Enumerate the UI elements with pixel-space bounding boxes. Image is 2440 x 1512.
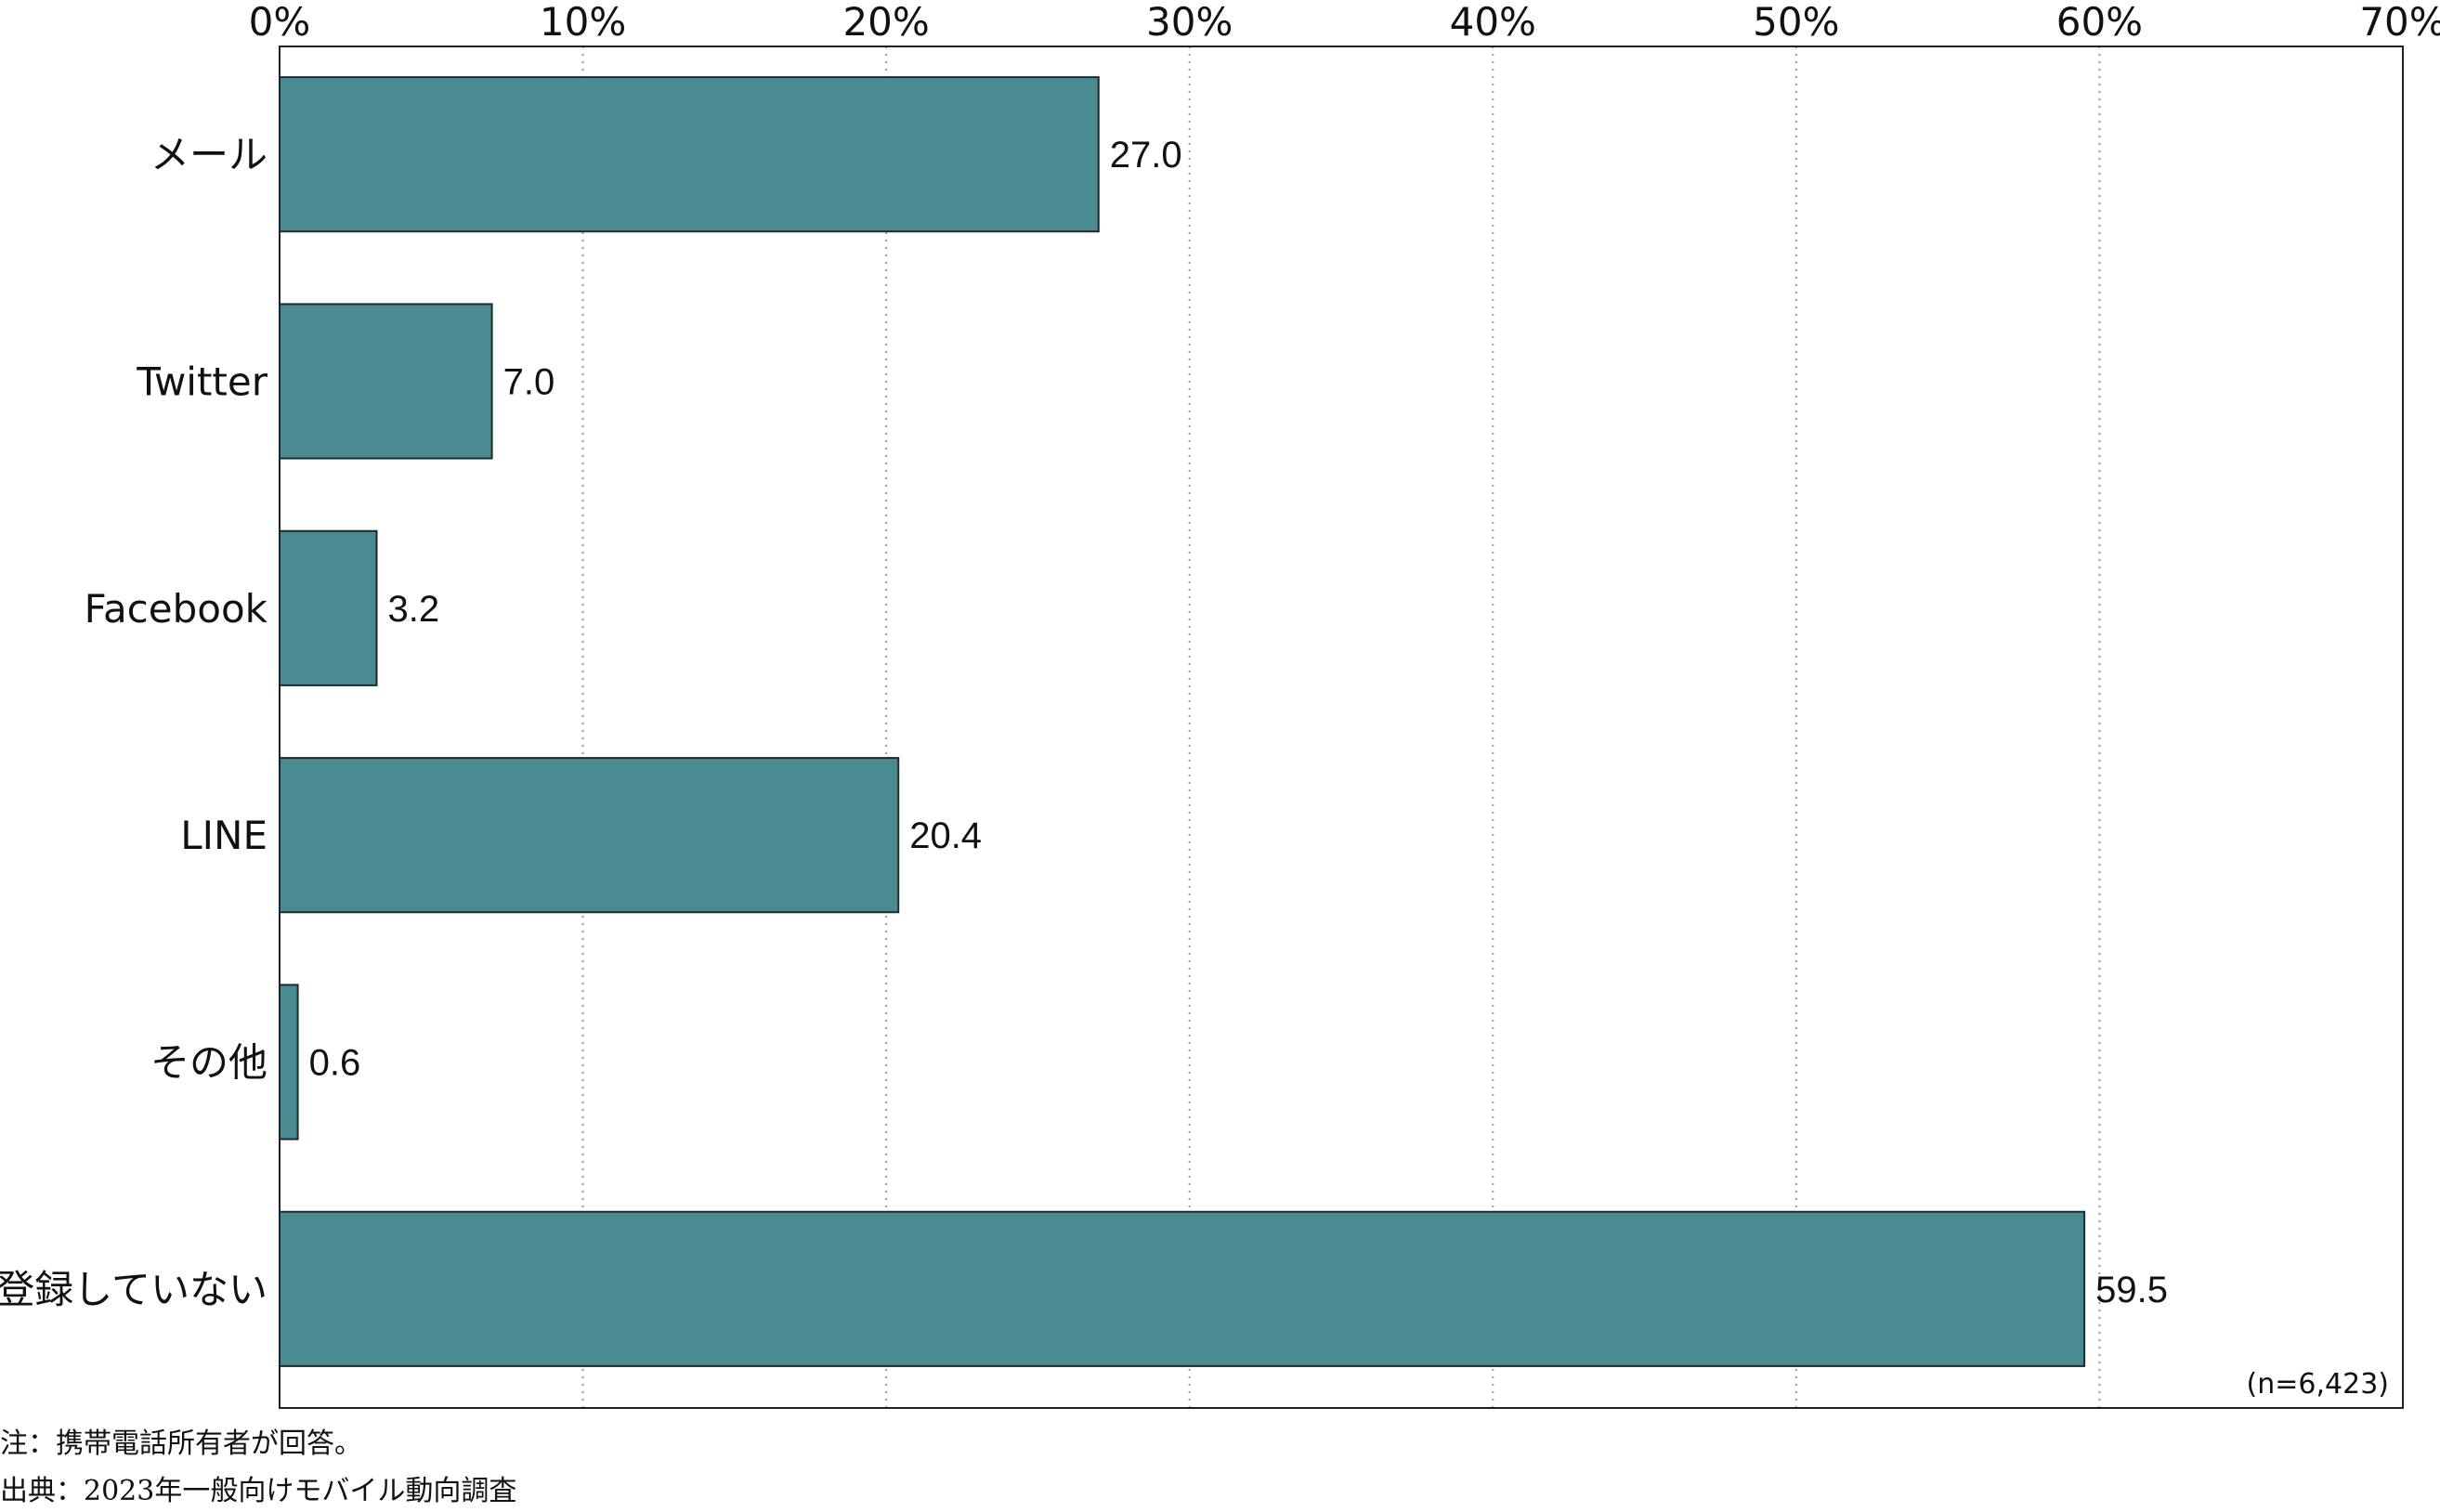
plot-frame bbox=[279, 46, 2404, 1409]
x-tick-label: 0% bbox=[249, 0, 311, 45]
x-tick-label: 20% bbox=[842, 0, 929, 45]
category-label: Twitter bbox=[136, 359, 267, 405]
category-label: LINE bbox=[180, 813, 267, 858]
bar bbox=[279, 529, 378, 686]
value-label: 27.0 bbox=[1110, 135, 1182, 176]
value-label: 0.6 bbox=[309, 1043, 361, 1084]
x-tick-label: 70% bbox=[2359, 0, 2440, 45]
value-label: 7.0 bbox=[503, 362, 555, 403]
value-labels: 27.0 7.0 3.2 20.4 0.6 59.5 bbox=[309, 135, 2168, 1310]
sample-size-label: (n=6,423) bbox=[2247, 1368, 2389, 1401]
x-tick-label: 30% bbox=[1146, 0, 1233, 45]
category-label: 登録していない bbox=[0, 1267, 267, 1312]
chart-source: 出典：2023年一般向けモバイル動向調査 bbox=[0, 1475, 517, 1507]
x-tick-label: 10% bbox=[540, 0, 626, 45]
grid-lines bbox=[581, 46, 2101, 1408]
value-label: 59.5 bbox=[2095, 1270, 2168, 1310]
category-label: メール bbox=[150, 132, 267, 177]
x-axis-ticks: 0% 10% 20% 30% 40% 50% 60% 70% bbox=[249, 0, 2440, 45]
bar bbox=[279, 303, 493, 460]
x-tick-label: 60% bbox=[2056, 0, 2143, 45]
category-label: その他 bbox=[150, 1040, 267, 1086]
x-tick-label: 50% bbox=[1753, 0, 1839, 45]
category-label: Facebook bbox=[85, 586, 268, 632]
bar bbox=[279, 76, 1100, 233]
x-tick-label: 40% bbox=[1450, 0, 1536, 45]
bar bbox=[279, 984, 299, 1141]
value-label: 20.4 bbox=[909, 815, 982, 856]
bar bbox=[279, 757, 900, 914]
bars bbox=[279, 76, 2086, 1367]
value-label: 3.2 bbox=[388, 589, 440, 630]
chart-note: 注：携帯電話所有者が回答。 bbox=[0, 1427, 362, 1460]
bar bbox=[279, 1210, 2086, 1367]
